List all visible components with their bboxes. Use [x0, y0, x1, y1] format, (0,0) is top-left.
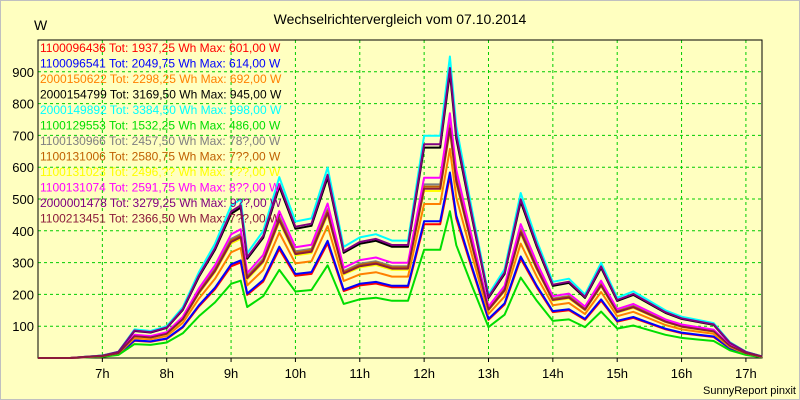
- x-tick-label: 7h: [95, 366, 109, 381]
- x-tick-label: 14h: [542, 366, 564, 381]
- legend-entry-2000001478: 2000001478 Tot: 3279,25 Wh Max: 9??,00 W: [40, 196, 282, 210]
- x-tick-label: 17h: [735, 366, 757, 381]
- x-tick-label: 8h: [159, 366, 173, 381]
- series-line-1100096541: [38, 171, 763, 359]
- legend-entry-1100096436: 1100096436 Tot: 1937,25 Wh Max: 601,00 W: [40, 41, 281, 55]
- x-tick-label: 16h: [671, 366, 693, 381]
- axes: 100 200 300 400 500 600 700 800 900 7h 8h 9h 10h 11h 1…: [12, 39, 763, 381]
- legend-entry-1100096541: 1100096541 Tot: 2049,75 Wh Max: 614,00 W: [40, 57, 281, 71]
- x-tick-label: 15h: [606, 366, 628, 381]
- legend-entry-2000149892: 2000149892 Tot: 3384,50 Wh Max: 998,00 W: [40, 103, 282, 117]
- series-lines: [38, 55, 763, 359]
- chart-title: Wechselrichtervergleich vom 07.10.2014: [274, 11, 527, 27]
- legend-entry-1100130966: 1100130966 Tot: 2457,50 Wh Max: 78?,00 W: [40, 134, 281, 148]
- y-tick-label: 900: [12, 65, 34, 80]
- legend-entry-1100131074: 1100131074 Tot: 2591,75 Wh Max: 8??,00 W: [40, 181, 281, 195]
- y-tick-label: 300: [12, 256, 34, 271]
- series-line-1100131074: [38, 112, 763, 359]
- legend-entry-2000150622: 2000150622 Tot: 2298,25 Wh Max: 692,00 W: [40, 72, 282, 86]
- legend-entry-2000154799: 2000154799 Tot: 3169,50 Wh Max: 945,00 W: [40, 88, 282, 102]
- y-tick-label: 500: [12, 192, 34, 207]
- legend: 1100096436 Tot: 1937,25 Wh Max: 601,00 W…: [40, 41, 282, 226]
- legend-entry-1100131023: 1100131023 Tot: 2496,?? Wh Max: ???,00 W: [40, 165, 281, 179]
- series-line-2000001478: [38, 67, 763, 359]
- x-tick-label: 12h: [413, 366, 435, 381]
- legend-entry-1100213451: 1100213451 Tot: 2366,50 Wh Max: 7??,00 W: [40, 212, 281, 226]
- footer-credit: SunnyReport pinxit: [703, 385, 796, 397]
- y-axis-label: W: [34, 17, 48, 33]
- plot-frame: [37, 39, 763, 359]
- y-tick-label: 700: [12, 128, 34, 143]
- legend-entry-1100129553: 1100129553 Tot: 1532,25 Wh Max: 486,00 W: [40, 119, 281, 133]
- y-tick-label: 200: [12, 287, 34, 302]
- y-tick-label: 600: [12, 160, 34, 175]
- series-line-1100213451: [38, 127, 763, 359]
- y-tick-label: 800: [12, 97, 34, 112]
- x-tick-label: 10h: [285, 366, 307, 381]
- series-line-2000150622: [38, 147, 763, 359]
- series-line-1100129553: [38, 210, 763, 359]
- legend-entry-1100131006: 1100131006 Tot: 2580,75 Wh Max: 7??,00 W: [40, 150, 281, 164]
- x-tick-label: 11h: [349, 366, 370, 381]
- y-tick-label: 400: [12, 224, 34, 239]
- x-tick-label: 13h: [478, 366, 500, 381]
- y-tick-label: 100: [12, 319, 34, 334]
- x-tick-label: 9h: [224, 366, 238, 381]
